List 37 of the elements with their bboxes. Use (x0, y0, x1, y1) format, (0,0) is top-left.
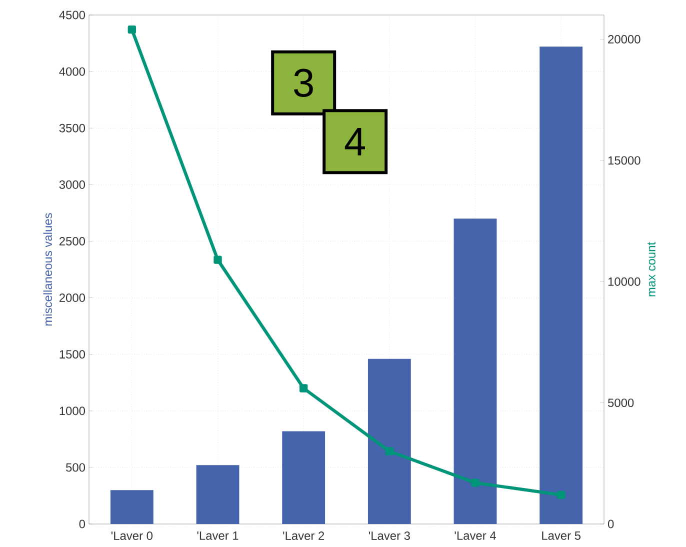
x-tick-label: 'Laver 1 (197, 532, 238, 540)
point (214, 256, 222, 264)
y-tick-label: 1500 (60, 350, 86, 359)
point (385, 447, 394, 456)
point (556, 490, 566, 500)
point (128, 25, 136, 34)
y-tick-label: 500 (66, 463, 86, 472)
bar (110, 490, 154, 524)
y2-tick-label: 0 (608, 520, 614, 528)
x-tick-label: 'Laver 4 (454, 532, 496, 540)
bar (196, 465, 240, 524)
y2-tick-label: 5000 (608, 398, 634, 408)
y2-axis-title: max count (648, 242, 656, 296)
x-tick-label: Laver 5 (542, 532, 580, 540)
y-tick-label: 0 (79, 520, 86, 528)
bar (454, 218, 497, 524)
y-tick-label: 2500 (59, 236, 86, 246)
y-tick-label: 1000 (60, 406, 86, 416)
x-tick-label: 'Laver 0 (111, 532, 153, 540)
x-tick-label: 'Laver 2 (283, 532, 324, 540)
bar (540, 46, 583, 524)
y-axis-title: miscellaneous values (43, 213, 52, 326)
y-tick-label: 3500 (59, 124, 86, 132)
y-tick-label: 4500 (59, 10, 86, 20)
bar (368, 358, 411, 524)
annotation: 3 (294, 68, 313, 97)
point (299, 384, 308, 392)
y-tick-label: 4000 (59, 67, 86, 76)
point (471, 478, 480, 487)
y2-tick-label: 20000 (608, 35, 640, 44)
bar (282, 431, 326, 524)
y-tick-label: 3000 (59, 180, 86, 189)
y2-tick-label: 15000 (608, 156, 640, 165)
annotation: 4 (344, 128, 365, 156)
y-tick-label: 2000 (59, 294, 86, 302)
x-tick-label: 'Laver 3 (368, 532, 410, 540)
y2-tick-label: 10000 (608, 277, 640, 286)
